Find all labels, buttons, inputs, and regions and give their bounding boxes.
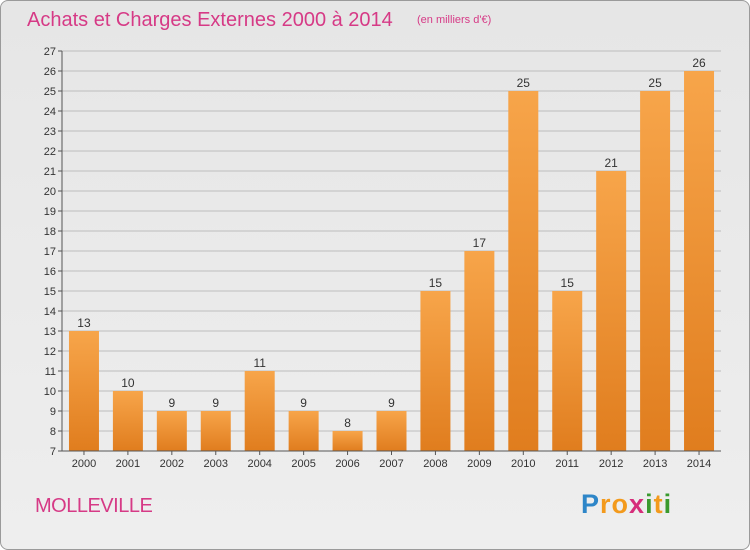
x-tick-label: 2004: [247, 458, 271, 470]
proxiti-logo: Proxiti: [581, 489, 672, 520]
bar-2009: [464, 251, 495, 451]
logo-letter: o: [611, 489, 630, 519]
value-label: 15: [561, 276, 575, 290]
value-label: 25: [517, 76, 531, 90]
x-tick-label: 2009: [467, 458, 491, 470]
axes: [61, 51, 721, 452]
bar-2008: [420, 291, 451, 451]
logo-letter: x: [629, 489, 646, 519]
bar-2000: [68, 331, 99, 451]
y-tick-label: 26: [44, 66, 56, 78]
x-tick-label: 2012: [599, 458, 623, 470]
y-tick-label: 20: [44, 186, 56, 198]
value-label: 11: [253, 356, 266, 370]
x-tick-label: 2006: [335, 458, 359, 470]
value-label: 9: [212, 396, 219, 410]
chart-title: Achats et Charges Externes 2000 à 2014: [27, 9, 393, 31]
value-label: 13: [77, 316, 91, 330]
y-tick-label: 13: [44, 326, 56, 338]
bar-2006: [332, 431, 363, 451]
bar-2001: [112, 391, 143, 451]
bar-2002: [156, 411, 187, 451]
bar-2011: [552, 291, 583, 451]
logo-letter: r: [600, 489, 612, 519]
x-tick-label: 2014: [687, 458, 711, 470]
x-tick-label: 2011: [555, 458, 579, 470]
y-tick-label: 9: [50, 406, 56, 418]
y-tick-label: 10: [44, 386, 56, 398]
bar-2013: [640, 91, 671, 451]
logo-letter: t: [653, 489, 664, 519]
y-tick-label: 11: [45, 366, 56, 378]
x-tick-label: 2002: [160, 458, 184, 470]
value-label: 15: [429, 276, 443, 290]
value-label: 9: [168, 396, 175, 410]
x-tick-label: 2007: [379, 458, 403, 470]
bar-2004: [244, 371, 275, 451]
x-tick-label: 2000: [72, 458, 96, 470]
x-tick-label: 2008: [423, 458, 447, 470]
y-axis-ticks: 7 8 9 10 11 12 13 14 15 16 17 18 19 20 21 22 23 24 25 26 27: [44, 46, 62, 458]
y-tick-label: 23: [44, 126, 56, 138]
bar-2003: [200, 411, 231, 451]
value-label: 9: [388, 396, 395, 410]
y-tick-label: 12: [44, 346, 56, 358]
value-label: 25: [648, 76, 662, 90]
y-tick-label: 8: [50, 426, 56, 438]
bar-2007: [376, 411, 407, 451]
bar-2010: [508, 91, 539, 451]
value-labels: 13 10 9 9 11 9 8 9 15 17 25 15 21 25 26: [77, 56, 706, 430]
y-tick-label: 14: [44, 306, 56, 318]
y-tick-label: 25: [44, 86, 56, 98]
logo-letter: i: [663, 489, 673, 519]
x-axis-ticks: 2000 2001 2002 2003 2004 2005 2006 2007 2008 2009…: [72, 451, 711, 470]
y-tick-label: 22: [44, 146, 56, 158]
y-tick-label: 16: [44, 266, 56, 278]
value-label: 21: [604, 156, 618, 170]
logo-letter: i: [645, 489, 654, 519]
bars: [68, 71, 715, 451]
x-tick-label: 2013: [643, 458, 667, 470]
chart-unit: (en milliers d'€): [417, 14, 492, 26]
y-tick-label: 17: [44, 246, 56, 258]
value-label: 8: [344, 416, 351, 430]
logo-letter: P: [581, 489, 601, 519]
y-tick-label: 27: [44, 46, 56, 58]
bar-2005: [288, 411, 319, 451]
x-tick-label: 2003: [204, 458, 228, 470]
bar-2014: [684, 71, 715, 451]
y-tick-label: 24: [44, 106, 56, 118]
y-tick-label: 18: [44, 226, 56, 238]
value-label: 10: [121, 376, 135, 390]
x-tick-label: 2005: [291, 458, 315, 470]
y-tick-label: 19: [44, 206, 56, 218]
y-tick-label: 21: [44, 166, 56, 178]
y-tick-label: 15: [44, 286, 56, 298]
x-tick-label: 2010: [511, 458, 535, 470]
value-label: 9: [300, 396, 307, 410]
place-name: MOLLEVILLE: [35, 495, 153, 517]
value-label: 26: [692, 56, 706, 70]
y-tick-label: 7: [50, 446, 56, 458]
bar-2012: [596, 171, 627, 451]
value-label: 17: [473, 236, 487, 250]
x-tick-label: 2001: [116, 458, 140, 470]
